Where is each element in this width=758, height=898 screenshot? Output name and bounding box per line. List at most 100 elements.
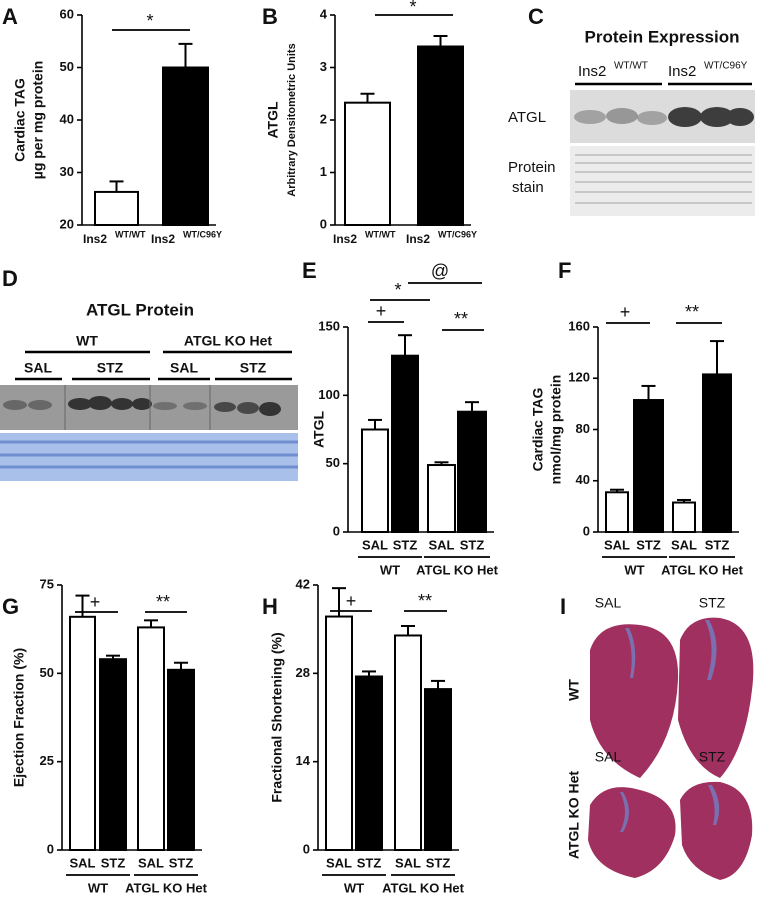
panel-label: A xyxy=(2,4,18,29)
panel-d-blot xyxy=(0,350,298,481)
x-tick-label: SAL xyxy=(604,537,630,552)
bar xyxy=(137,626,165,852)
y-axis-label: Fractional Shortening (%) xyxy=(269,632,285,802)
x-tick-label: STZ xyxy=(357,855,382,870)
y-tick-label: 60 xyxy=(60,6,74,21)
bar xyxy=(344,101,391,226)
treatment-label: STZ xyxy=(97,360,124,376)
group-label: WT xyxy=(88,880,108,895)
bar xyxy=(417,45,464,226)
bar xyxy=(672,501,696,533)
treatment-label: SAL xyxy=(170,360,198,376)
x-tick-label: STZ xyxy=(636,537,661,552)
x-tick-label: SAL xyxy=(429,537,455,552)
panel-label: I xyxy=(560,594,566,619)
panel-label: F xyxy=(558,258,571,283)
significance-mark: ** xyxy=(156,592,170,612)
y-tick-label: 0 xyxy=(47,841,54,856)
panel-label: G xyxy=(2,594,19,619)
group-label: Ins2 xyxy=(578,63,606,80)
bar xyxy=(633,399,664,533)
y-tick-label: 80 xyxy=(576,421,590,436)
bar xyxy=(391,354,419,534)
bar xyxy=(167,668,195,851)
significance-mark: + xyxy=(90,592,101,612)
panel-label: H xyxy=(262,594,278,619)
row-label: ATGL xyxy=(508,109,546,126)
significance-mark: + xyxy=(346,591,357,611)
significance-mark: * xyxy=(394,280,401,300)
panel-label: E xyxy=(302,258,317,283)
bar xyxy=(99,658,127,852)
x-tick-label: STZ xyxy=(101,855,126,870)
x-tick-superscript: WT/C96Y xyxy=(183,229,222,239)
x-tick-label: SAL xyxy=(70,855,96,870)
x-tick-label: Ins2 xyxy=(333,232,357,246)
bar xyxy=(361,428,389,533)
y-tick-label: 2 xyxy=(320,111,327,126)
y-tick-label: 25 xyxy=(40,753,54,768)
panel-title: ATGL Protein xyxy=(86,300,194,319)
y-axis-label: µg per mg protein xyxy=(30,61,46,180)
y-tick-label: 4 xyxy=(320,6,328,21)
y-tick-label: 50 xyxy=(60,59,74,74)
bar xyxy=(162,66,209,226)
y-tick-label: 40 xyxy=(576,472,590,487)
y-tick-label: 0 xyxy=(583,523,590,538)
x-tick-label: SAL xyxy=(362,537,388,552)
column-label: SAL xyxy=(595,749,622,765)
bar xyxy=(325,615,353,851)
bar xyxy=(69,615,96,851)
y-tick-label: 50 xyxy=(326,455,340,470)
y-tick-label: 0 xyxy=(333,523,340,538)
y-axis-label: Cardiac TAG xyxy=(12,78,28,162)
group-label: WT xyxy=(344,880,364,895)
y-axis-label: ATGL xyxy=(265,101,281,139)
bar xyxy=(94,190,139,227)
bar xyxy=(702,373,732,533)
x-tick-label: Ins2 xyxy=(83,232,107,246)
x-tick-label: Ins2 xyxy=(406,232,430,246)
group-label: ATGL KO Het xyxy=(382,880,465,895)
x-tick-label: STZ xyxy=(169,855,194,870)
bar xyxy=(457,410,487,534)
column-label: STZ xyxy=(699,749,726,765)
x-tick-superscript: WT/WT xyxy=(365,229,396,239)
panel-label: C xyxy=(528,4,544,29)
x-tick-label: STZ xyxy=(393,537,418,552)
x-tick-label: STZ xyxy=(426,855,451,870)
x-tick-label: SAL xyxy=(326,855,352,870)
y-axis-label: ATGL xyxy=(311,411,327,449)
y-tick-label: 100 xyxy=(318,387,340,402)
column-label: STZ xyxy=(699,595,726,611)
bar xyxy=(394,634,422,851)
y-axis-label: Arbitrary Densitometric Units xyxy=(286,43,298,196)
significance-mark: * xyxy=(146,11,153,31)
y-tick-label: 0 xyxy=(320,216,327,231)
x-tick-label: STZ xyxy=(460,537,485,552)
panel-label: D xyxy=(2,266,18,291)
significance-mark: ** xyxy=(454,309,468,329)
row-label: ATGL KO Het xyxy=(566,771,582,859)
y-tick-label: 40 xyxy=(60,111,74,126)
y-tick-label: 75 xyxy=(40,576,54,591)
x-tick-label: Ins2 xyxy=(151,232,175,246)
y-tick-label: 42 xyxy=(296,576,310,591)
column-label: SAL xyxy=(595,595,622,611)
group-label: WT xyxy=(76,333,98,349)
x-tick-superscript: WT/C96Y xyxy=(438,229,477,239)
y-tick-label: 14 xyxy=(296,753,311,768)
treatment-label: STZ xyxy=(240,360,267,376)
significance-mark: * xyxy=(409,0,416,17)
y-axis-label: nmol/mg protein xyxy=(548,375,564,485)
group-label: WT xyxy=(380,562,400,577)
panel-i-hearts xyxy=(588,617,754,880)
group-superscript: WT/C96Y xyxy=(704,61,748,72)
y-tick-label: 150 xyxy=(318,318,340,333)
bar xyxy=(605,491,629,533)
group-label: ATGL KO Het xyxy=(661,562,744,577)
group-superscript: WT/WT xyxy=(614,61,648,72)
y-axis-label: Ejection Fraction (%) xyxy=(11,648,27,787)
y-tick-label: 3 xyxy=(320,59,327,74)
y-tick-label: 30 xyxy=(60,164,74,179)
